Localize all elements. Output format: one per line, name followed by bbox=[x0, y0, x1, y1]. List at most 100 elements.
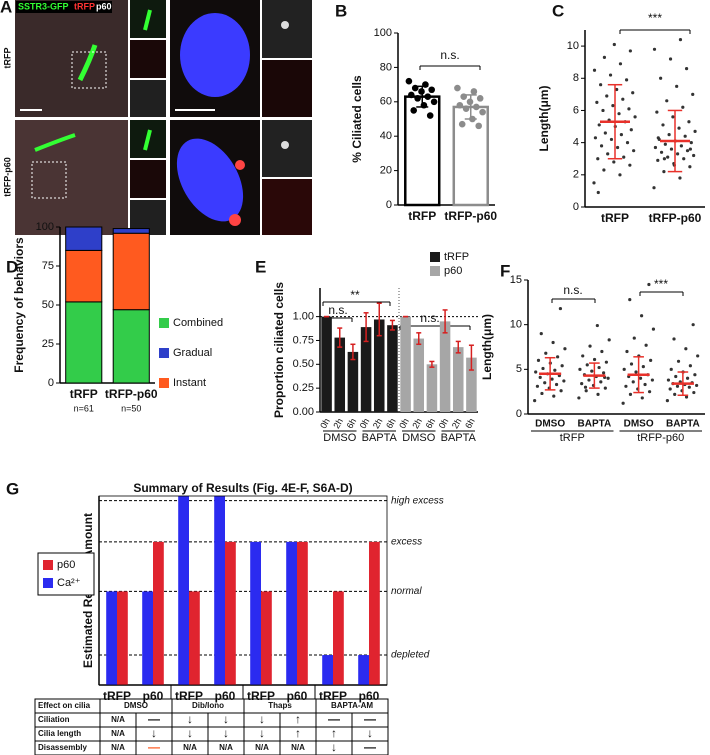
point bbox=[667, 132, 671, 137]
group-label: DMSO bbox=[323, 432, 356, 444]
x-tick-label: p60 bbox=[287, 689, 308, 703]
group-label: tRFP bbox=[560, 432, 585, 444]
point bbox=[687, 385, 691, 389]
n-label: n=61 bbox=[74, 403, 94, 413]
bar bbox=[142, 591, 153, 685]
annotation: *** bbox=[654, 277, 668, 291]
x-tick-label: 0h bbox=[437, 417, 451, 431]
point bbox=[599, 144, 604, 148]
y-tick-label: 40 bbox=[380, 130, 392, 142]
point bbox=[611, 104, 615, 108]
point bbox=[621, 97, 625, 101]
cilium bbox=[143, 129, 152, 151]
bar bbox=[214, 496, 225, 685]
point bbox=[554, 382, 559, 387]
point bbox=[606, 152, 610, 156]
point bbox=[583, 385, 588, 389]
bar bbox=[261, 591, 272, 685]
cilium bbox=[77, 44, 98, 82]
bar bbox=[373, 319, 385, 412]
x-tick-label: 0h bbox=[358, 417, 372, 431]
point bbox=[650, 378, 654, 382]
point bbox=[559, 389, 563, 393]
point bbox=[669, 367, 673, 371]
x-tick-label: tRFP bbox=[175, 689, 203, 703]
point bbox=[695, 383, 699, 388]
point bbox=[693, 373, 697, 377]
bar bbox=[466, 357, 477, 412]
point bbox=[671, 115, 675, 119]
point bbox=[663, 142, 667, 146]
point bbox=[472, 103, 480, 111]
channel-label: p60 bbox=[96, 1, 112, 11]
point bbox=[679, 144, 683, 148]
bar bbox=[413, 338, 425, 412]
table-text: ↓ bbox=[259, 712, 265, 726]
point bbox=[678, 176, 682, 180]
image bbox=[130, 40, 166, 78]
point bbox=[607, 338, 611, 342]
table-header: BAPTA-AM bbox=[331, 701, 373, 710]
level-label: excess bbox=[391, 536, 422, 547]
point bbox=[563, 347, 567, 351]
point bbox=[625, 141, 630, 145]
point bbox=[553, 368, 557, 372]
point bbox=[624, 384, 628, 388]
bar bbox=[322, 655, 333, 685]
bar bbox=[387, 325, 398, 412]
point bbox=[668, 57, 673, 61]
table-cell bbox=[351, 740, 389, 755]
point bbox=[533, 399, 537, 403]
x-tick-label: p60 bbox=[143, 689, 164, 703]
x-tick-label: 2h bbox=[410, 417, 424, 431]
point bbox=[590, 369, 594, 373]
y-tick-label: 8 bbox=[573, 72, 579, 84]
y-tick-label: 0.25 bbox=[293, 382, 314, 394]
x-tick-label: tRFP bbox=[70, 387, 98, 401]
x-tick-label: BAPTA bbox=[578, 419, 612, 430]
y-tick-label: 25 bbox=[42, 338, 54, 350]
point bbox=[644, 343, 648, 347]
point bbox=[592, 68, 597, 72]
table-text: ↓ bbox=[223, 726, 229, 740]
point bbox=[600, 349, 604, 354]
point bbox=[616, 145, 620, 150]
table-text: ↓ bbox=[331, 740, 337, 754]
point bbox=[669, 147, 674, 151]
point bbox=[668, 387, 672, 391]
point bbox=[621, 401, 625, 405]
point bbox=[596, 190, 600, 195]
point bbox=[639, 314, 644, 318]
panel-letter: A bbox=[0, 0, 12, 16]
image bbox=[262, 60, 312, 117]
bar-segment bbox=[112, 228, 150, 234]
point bbox=[552, 394, 556, 398]
point bbox=[587, 378, 591, 382]
table-header: Effect on cilia bbox=[38, 701, 91, 710]
y-tick-label: 0 bbox=[573, 201, 579, 213]
level-label: depleted bbox=[391, 650, 430, 661]
y-tick-label: 10 bbox=[510, 319, 522, 331]
table-text: ↓ bbox=[223, 712, 229, 726]
channel-label: tRFP bbox=[74, 1, 95, 11]
point bbox=[597, 123, 601, 127]
point bbox=[577, 396, 581, 400]
point bbox=[617, 112, 621, 116]
point bbox=[622, 155, 626, 159]
table-text: Disassembly bbox=[38, 743, 87, 752]
bar bbox=[250, 541, 261, 685]
bar-segment bbox=[112, 232, 150, 311]
point bbox=[676, 152, 680, 156]
table-header: DMSO bbox=[124, 701, 148, 710]
row-label: tRFP-p60 bbox=[2, 157, 12, 197]
point bbox=[656, 158, 660, 162]
inset-box bbox=[31, 161, 67, 199]
bar bbox=[297, 541, 308, 685]
point bbox=[688, 364, 692, 368]
bar bbox=[106, 591, 117, 685]
panel-letter: C bbox=[552, 1, 564, 20]
point bbox=[628, 163, 632, 167]
panel-letter: B bbox=[335, 1, 347, 20]
y-tick-label: 75 bbox=[42, 260, 54, 272]
